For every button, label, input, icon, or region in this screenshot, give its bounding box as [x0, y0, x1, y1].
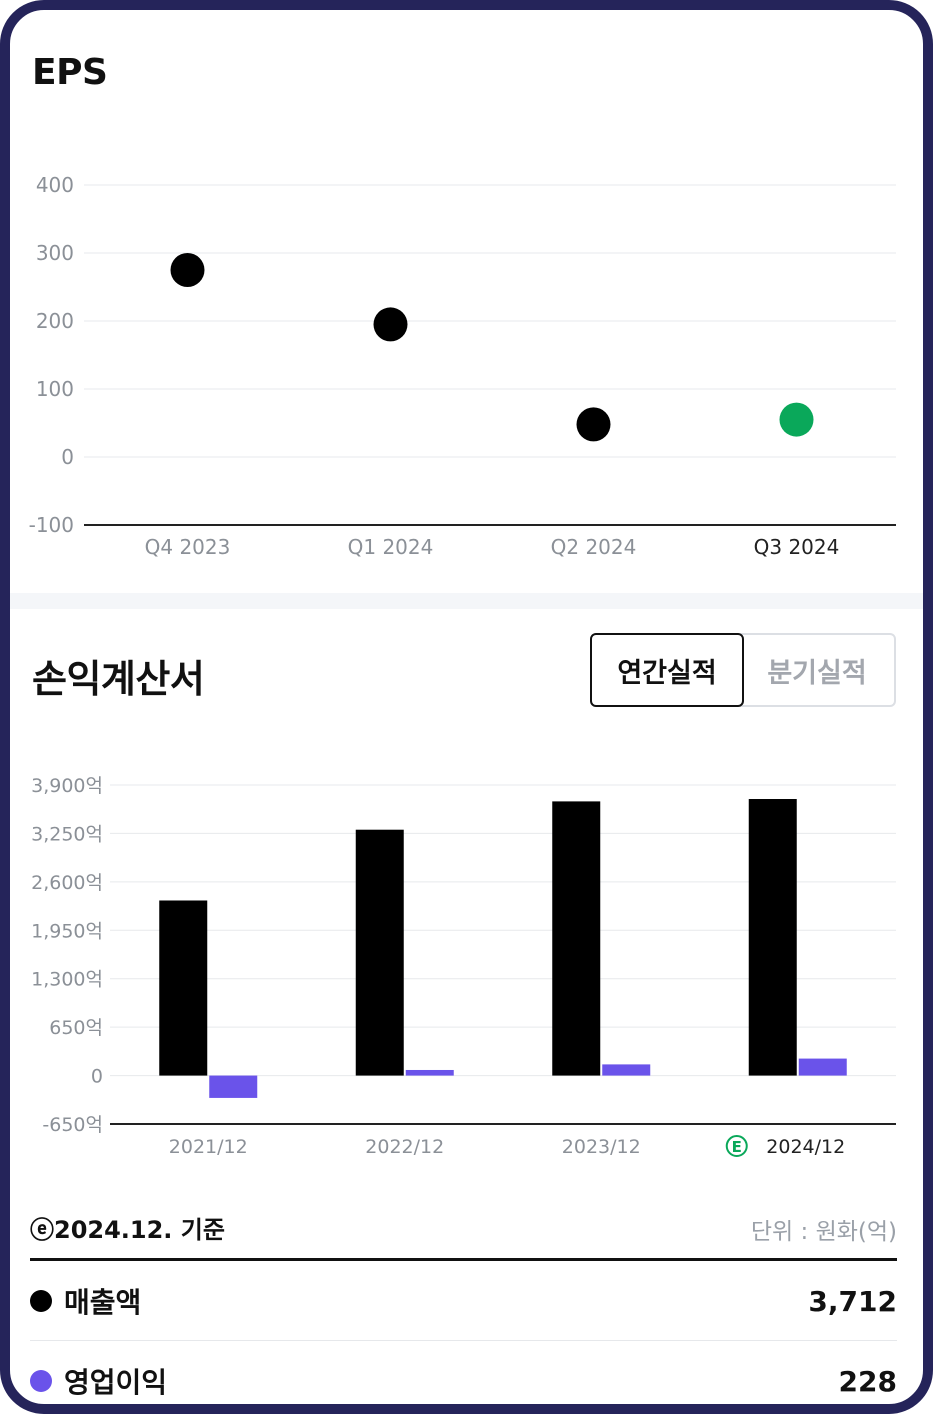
revenue-bar: [355, 829, 404, 1076]
income-chart: 3,900억 3,250억 2,600억 1,950억 1,300억 650억 0 -650억…: [31, 775, 896, 1158]
estimate-badge-letter: E: [732, 1138, 742, 1156]
income-title: 손익계산서: [32, 657, 205, 701]
summary-label: 영업이익: [64, 1366, 168, 1399]
x-tick-label: Q3 2024: [754, 535, 840, 559]
basis-date: ⓔ2024.12. 기준: [30, 1216, 225, 1244]
eps-point: [576, 407, 611, 442]
y-tick-label: 0: [61, 445, 74, 469]
period-tabs: 연간실적 분기실적: [590, 633, 896, 707]
revenue-bar: [748, 799, 797, 1076]
eps-point: [373, 307, 408, 342]
eps-chart: 400 300 200 100 0 -100 Q4 2023 Q1 2024 Q2 2024 Q3…: [29, 173, 896, 559]
x-tick-label: 2021/12: [169, 1136, 248, 1158]
x-tick-label: Q1 2024: [348, 535, 434, 559]
y-tick-label: 0: [91, 1066, 103, 1088]
table-top-rule: [30, 1258, 897, 1261]
x-tick-label: 2024/12: [766, 1136, 845, 1158]
operating-profit-bar: [209, 1075, 258, 1098]
eps-point: [170, 253, 205, 287]
y-tick-label: 100: [36, 377, 74, 401]
tab-quarterly[interactable]: 분기실적: [740, 633, 896, 707]
row-divider: [30, 1340, 897, 1341]
revenue-bar: [552, 801, 601, 1076]
x-tick-label: Q2 2024: [551, 535, 637, 559]
legend-dot-icon: [30, 1370, 52, 1392]
summary-row-revenue: 매출액 3,712: [30, 1263, 897, 1339]
operating-profit-bar: [405, 1069, 454, 1076]
x-tick-label: Q4 2023: [145, 535, 231, 559]
revenue-bar: [159, 900, 208, 1076]
y-tick-label: 650억: [49, 1017, 103, 1039]
y-tick-label: 200: [36, 309, 74, 333]
unit-label: 단위 : 원화(억): [750, 1219, 897, 1245]
estimate-badge-icon: E: [725, 1135, 748, 1157]
y-tick-label: 1,300억: [31, 969, 103, 991]
summary-value: 3,712: [808, 1284, 897, 1318]
operating-profit-bar: [602, 1064, 651, 1076]
legend-dot-icon: [30, 1290, 52, 1312]
y-tick-label: 300: [36, 241, 74, 265]
y-tick-label: 2,600억: [31, 872, 103, 894]
y-tick-label: -650억: [42, 1114, 103, 1136]
tab-annual[interactable]: 연간실적: [590, 633, 744, 707]
y-tick-label: 400: [36, 173, 74, 197]
x-tick-label: 2023/12: [562, 1136, 641, 1158]
y-tick-label: 3,900억: [31, 775, 103, 797]
eps-title: EPS: [32, 52, 108, 93]
y-tick-label: 1,950억: [31, 920, 103, 942]
summary-label: 매출액: [64, 1286, 142, 1319]
summary-row-operating-profit: 영업이익 228: [30, 1343, 897, 1404]
y-tick-label: 3,250억: [31, 823, 103, 845]
section-divider: [10, 593, 923, 609]
y-tick-label: -100: [29, 513, 74, 537]
operating-profit-bar: [798, 1058, 847, 1076]
summary-value: 228: [838, 1364, 897, 1398]
estimate-badge-ring: [725, 1135, 748, 1157]
x-tick-label: 2022/12: [365, 1136, 444, 1158]
eps-point: [779, 402, 814, 437]
